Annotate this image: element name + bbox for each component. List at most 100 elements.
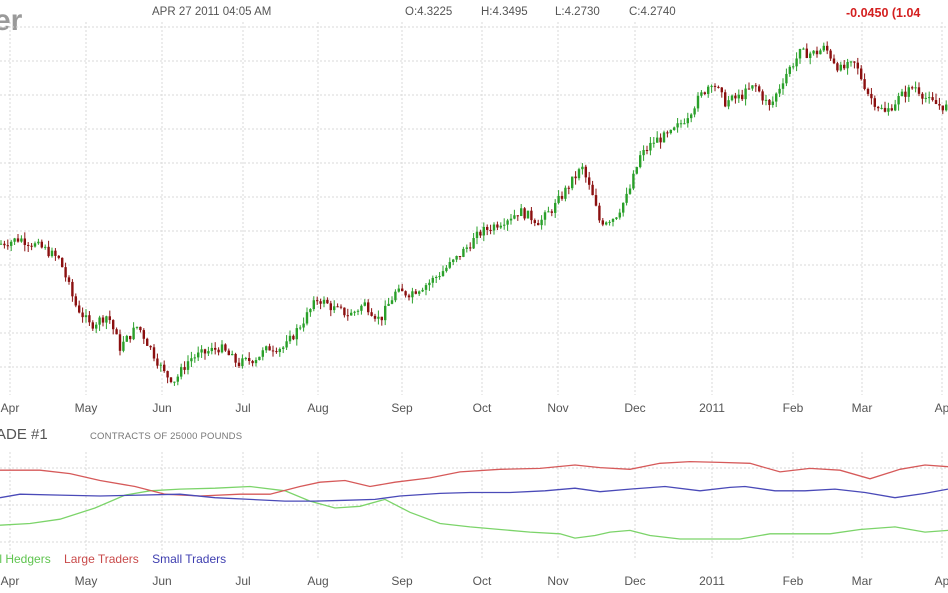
candle-body-192 (652, 142, 655, 144)
candle-body-38 (129, 335, 132, 340)
cot-x-tick-7: Nov (547, 574, 568, 588)
candle-body-3 (10, 241, 13, 246)
candle-body-230 (781, 83, 785, 89)
candle-body-255 (866, 88, 870, 94)
candle-body-257 (873, 98, 876, 107)
candle-body-8 (27, 244, 30, 246)
cot-section-subtitle: CONTRACTS OF 25000 POUNDS (90, 431, 243, 442)
candle-body-99 (336, 306, 339, 308)
close-readout: C:4.2740 (629, 6, 676, 18)
candle-body-5 (16, 238, 20, 242)
legend-small-traders[interactable]: Small Traders (152, 552, 227, 566)
candle-body-142 (482, 226, 485, 236)
candle-body-145 (492, 224, 496, 231)
candle-body-235 (798, 49, 802, 59)
candle-body-33 (112, 320, 115, 330)
candle-body-162 (550, 211, 553, 213)
cot-x-tick-5: Sep (391, 574, 413, 588)
candle-body-221 (751, 85, 754, 89)
candle-body-232 (788, 66, 791, 74)
candle-body-238 (809, 53, 812, 58)
candle-body-64 (217, 349, 220, 353)
candle-body-119 (404, 291, 407, 296)
candle-body-264 (897, 96, 900, 105)
candle-body-17 (57, 255, 60, 258)
candle-body-275 (934, 100, 938, 104)
candle-body-87 (295, 328, 298, 340)
candle-body-146 (496, 224, 499, 228)
cot-x-tick-12: Ap (935, 574, 948, 588)
candle-body-141 (479, 231, 482, 236)
candle-body-18 (61, 257, 64, 268)
candle-body-241 (819, 50, 822, 55)
candle-body-58 (197, 352, 200, 358)
candle-body-126 (428, 282, 431, 286)
candle-body-270 (917, 87, 921, 94)
candle-body-101 (343, 307, 346, 316)
candle-body-174 (591, 184, 594, 196)
legend-large-traders[interactable]: Large Traders (64, 552, 139, 566)
candle-body-189 (642, 149, 645, 156)
candle-body-248 (843, 64, 846, 69)
candle-body-243 (826, 45, 829, 51)
candle-body-35 (118, 334, 122, 351)
candle-body-147 (499, 225, 502, 228)
candle-body-250 (849, 61, 853, 63)
candle-body-220 (747, 88, 751, 90)
candle-body-105 (356, 310, 360, 312)
candle-body-152 (516, 215, 519, 217)
price-x-tick-2: Jun (152, 401, 171, 415)
datetime-readout: APR 27 2011 04:05 AM (152, 6, 272, 18)
price-x-tick-6: Oct (473, 401, 492, 415)
candle-body-49 (166, 371, 169, 378)
price-x-tick-1: May (75, 401, 98, 415)
candle-body-237 (805, 48, 808, 58)
candle-body-209 (710, 85, 713, 87)
candle-body-214 (727, 100, 730, 107)
candle-body-82 (278, 348, 281, 353)
candle-body-267 (907, 87, 910, 97)
candle-body-254 (863, 79, 866, 89)
candle-body-187 (635, 167, 638, 174)
candle-body-151 (513, 215, 516, 219)
candle-body-176 (598, 205, 601, 221)
candle-body-172 (584, 166, 587, 178)
candle-body-227 (771, 101, 774, 105)
candle-body-263 (894, 104, 897, 111)
price-x-tick-9: 2011 (699, 401, 725, 415)
candle-body-114 (387, 303, 390, 306)
candle-body-153 (520, 208, 523, 217)
candle-body-116 (394, 291, 397, 301)
candle-body-106 (360, 305, 363, 311)
candle-body-253 (860, 68, 863, 80)
candle-body-251 (853, 61, 856, 63)
cot-legend: cial Hedgers Large Traders Small Traders (0, 552, 236, 566)
candle-body-198 (673, 127, 676, 130)
candle-body-54 (183, 367, 186, 370)
candle-body-120 (407, 295, 411, 298)
candle-body-129 (438, 276, 441, 278)
candle-body-1 (3, 243, 6, 246)
candle-body-194 (659, 137, 662, 143)
candle-body-2 (6, 245, 9, 247)
candle-body-96 (326, 299, 329, 304)
candle-body-90 (305, 312, 309, 324)
candle-body-213 (724, 92, 727, 107)
candle-body-52 (176, 376, 179, 382)
candle-body-76 (258, 356, 261, 361)
cot-x-tick-9: 2011 (699, 574, 725, 588)
candle-body-177 (601, 220, 604, 225)
candle-body-155 (526, 210, 530, 219)
candle-body-134 (455, 255, 458, 260)
candle-body-29 (98, 317, 101, 325)
cot-x-tick-11: Mar (852, 574, 873, 588)
candle-body-205 (696, 95, 700, 109)
candle-body-69 (234, 353, 237, 363)
candle-body-107 (363, 302, 366, 306)
candle-body-48 (163, 364, 166, 372)
candle-body-225 (764, 99, 768, 101)
cot-x-tick-2: Jun (152, 574, 171, 588)
candle-body-80 (271, 350, 275, 352)
legend-commercial-hedgers[interactable]: cial Hedgers (0, 552, 51, 566)
